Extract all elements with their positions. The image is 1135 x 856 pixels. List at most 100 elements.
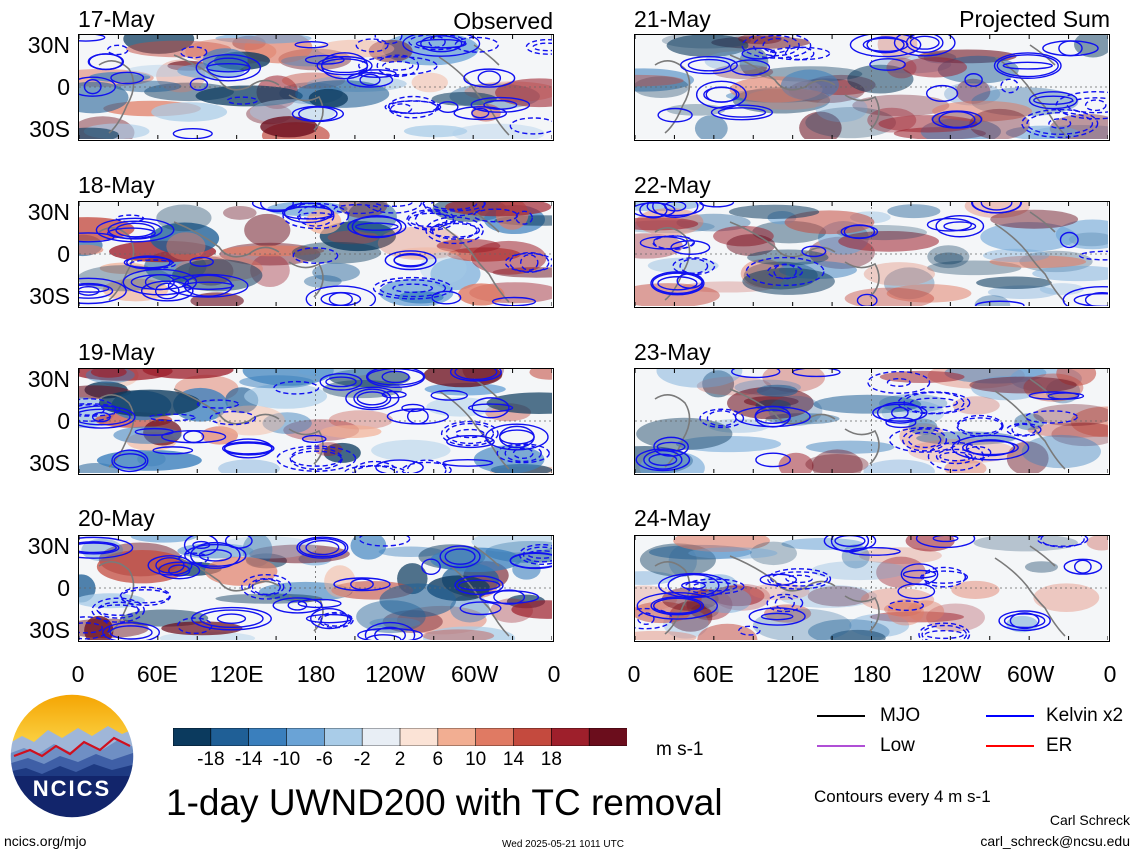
kelvin-contour [885,417,917,429]
kelvin-contour [221,441,275,456]
anomaly-shading [778,452,814,473]
kelvin-contour [281,206,335,220]
kelvin-contour [658,572,729,599]
kelvin-contour [79,405,136,429]
kelvin-contour [178,552,209,565]
kelvin-contour [414,210,448,230]
kelvin-contour [321,52,369,80]
anomaly-shading [951,580,1000,600]
kelvin-contour [920,570,969,584]
anomaly-shading [312,262,360,282]
kelvin-contour [333,577,391,592]
kelvin-contour [347,216,407,238]
anomaly-shading [639,543,716,577]
anomaly-shading [702,370,735,398]
anomaly-shading [457,283,505,306]
anomaly-shading [161,621,243,636]
kelvin-contour [639,202,668,219]
kelvin-contour [79,286,100,296]
anomaly-shading [887,598,924,626]
figure-title: 1-day UWND200 with TC removal [166,782,723,823]
kelvin-contour [515,210,533,225]
kelvin-contour [650,596,705,616]
lat-tick-label: 30S [29,450,70,476]
kelvin-contour [107,227,156,240]
kelvin-contour [897,391,971,415]
kelvin-contour [935,214,985,238]
kelvin-contour [695,80,747,109]
anomaly-shading [697,623,758,640]
map-field [79,202,552,306]
kelvin-contour [111,449,149,473]
anomaly-shading [688,547,778,559]
coastline [98,211,510,303]
lon-tick-label: 60W [451,661,499,687]
kelvin-contour [656,441,686,452]
colorbar-tick-label: -6 [315,749,333,770]
anomaly-shading [807,585,870,607]
panel-date-proj-0: 21-May [634,6,711,32]
kelvin-contour [1006,422,1042,437]
kelvin-contour [273,380,320,395]
lat-tick-label: 30N [27,32,70,58]
kelvin-contour [699,202,735,208]
anomaly-shading [98,389,201,417]
anomaly-shading [944,82,1001,106]
kelvin-contour [1021,108,1099,139]
kelvin-contour [667,573,720,598]
anomaly-shading [805,440,895,454]
kelvin-contour [318,611,354,629]
kelvin-contour [189,77,209,91]
kelvin-contour [206,57,251,78]
anomaly-shading [983,248,1050,263]
anomaly-shading [371,439,451,462]
anomaly-shading [952,396,1000,415]
anomaly-shading [927,245,970,269]
anomaly-shading [1033,583,1100,612]
kelvin-contour [1063,558,1103,575]
kelvin-contour [177,617,213,635]
lon-tick-label: 120W [365,661,426,687]
kelvin-contour [651,272,704,295]
kelvin-contour [109,625,153,640]
colorbar-swatch [513,727,553,747]
anomaly-shading [635,585,678,612]
kelvin-contour [459,601,502,616]
kelvin-contour [964,446,992,460]
lat-tick-label: 0 [57,408,70,434]
kelvin-contour [345,386,400,411]
kelvin-contour [1028,391,1080,400]
kelvin-contour [454,575,504,596]
kelvin-contour [921,624,968,640]
kelvin-contour [260,202,294,213]
map-field [635,35,1108,139]
kelvin-contour [905,35,944,54]
kelvin-contour [840,224,879,239]
kelvin-contour [223,438,273,459]
anomaly-shading [805,454,869,473]
anomaly-shading [202,48,248,73]
map-panel-proj-1 [634,201,1110,308]
kelvin-contour [437,101,459,114]
kelvin-contour [79,404,105,416]
anomaly-shading [151,102,228,122]
kelvin-contour [401,461,452,473]
anomaly-shading [201,426,239,445]
kelvin-contour [357,627,423,640]
kelvin-contour [483,99,518,110]
kelvin-contour [79,622,104,634]
coastline [98,44,510,136]
kelvin-contour [509,252,550,273]
kelvin-contour [161,430,227,444]
anomaly-shading [635,571,676,586]
kelvin-contour [907,431,942,449]
kelvin-contour [248,577,285,596]
kelvin-contour [91,597,145,623]
kelvin-contour [657,107,693,123]
lon-tick-label: 0 [71,661,85,687]
kelvin-contour [408,212,455,228]
colorbar-swatch [172,727,212,747]
map-field [635,536,1108,640]
kelvin-contour [1002,61,1053,70]
kelvin-contour [956,414,1004,437]
